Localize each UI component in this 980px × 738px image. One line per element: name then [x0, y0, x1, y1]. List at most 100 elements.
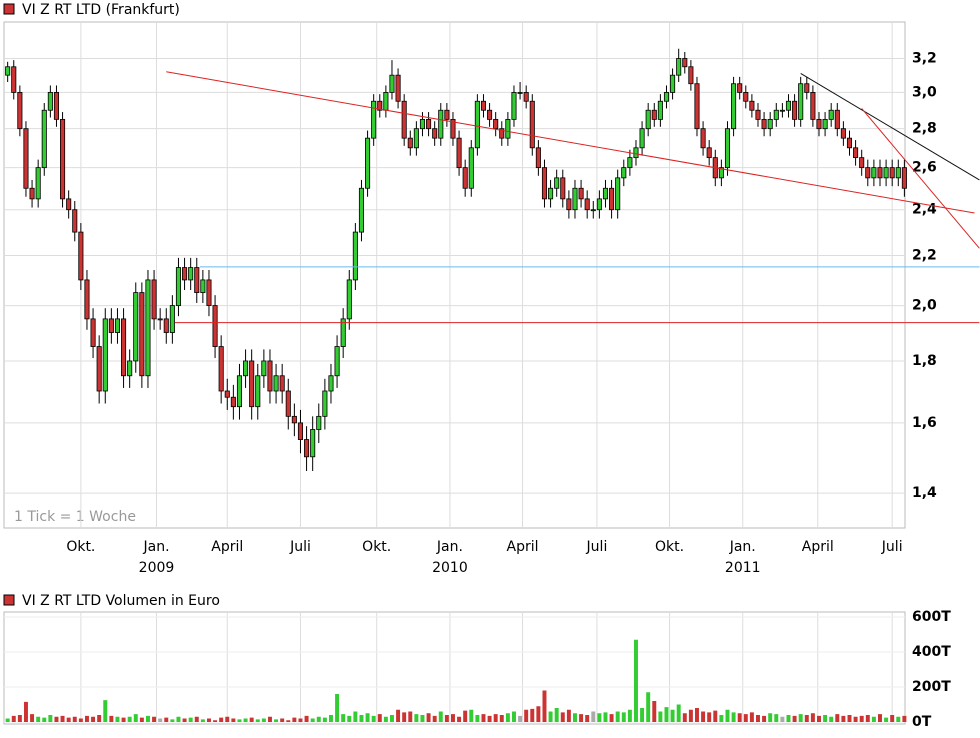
volume-frame — [3, 611, 906, 725]
volume-bar — [36, 716, 41, 722]
volume-bar — [310, 718, 315, 722]
candle-body — [877, 167, 883, 179]
volume-bar — [841, 715, 846, 722]
y-tick-label: 600T — [912, 609, 951, 625]
volume-bar — [188, 717, 193, 722]
volume-bar — [524, 709, 529, 722]
candle-body — [804, 83, 810, 93]
volume-bar — [23, 701, 28, 722]
volume-bar — [194, 716, 199, 722]
volume-bar — [213, 720, 218, 722]
volume-bar — [200, 719, 205, 722]
volume-bar — [225, 716, 230, 722]
volume-bar — [60, 715, 65, 722]
volume-bar — [414, 714, 419, 722]
candle-body — [828, 109, 834, 120]
volume-bar — [621, 712, 626, 722]
candle-body — [560, 177, 566, 200]
volume-bar — [719, 715, 724, 722]
candle-body — [346, 279, 352, 320]
plot-frame — [3, 21, 906, 529]
volume-bar — [835, 714, 840, 722]
candle-body — [249, 360, 255, 408]
volume-bar — [97, 715, 102, 722]
volume-bar — [365, 713, 370, 722]
candle-body — [212, 305, 218, 347]
volume-bar — [633, 639, 638, 722]
candle-body — [554, 177, 560, 189]
y-tick-label: 2,6 — [912, 160, 937, 176]
volume-bar — [487, 715, 492, 722]
volume-bar — [768, 713, 773, 722]
candle-body — [493, 118, 499, 130]
volume-bar — [127, 716, 132, 722]
candle-body — [236, 375, 243, 408]
candle-body — [596, 198, 602, 211]
candle-body — [901, 167, 907, 189]
candle-body — [731, 83, 737, 130]
candle-body — [462, 167, 468, 189]
candle-body — [633, 147, 639, 159]
volume-bar — [579, 714, 584, 722]
volume-bar — [603, 712, 608, 722]
x-tick-label: Jan. — [729, 539, 756, 555]
candle-body — [47, 92, 53, 111]
candle-body — [810, 92, 816, 120]
candle-body — [505, 118, 511, 139]
candle-body — [688, 66, 694, 85]
volume-bar — [444, 715, 449, 722]
volume-bar — [823, 715, 828, 722]
candle-body — [279, 375, 285, 392]
volume-bar — [231, 718, 236, 722]
candle-body — [358, 187, 365, 233]
volume-bar — [652, 701, 657, 722]
candle-body — [53, 92, 59, 120]
candle-body — [859, 157, 865, 169]
volume-bar — [30, 714, 35, 722]
volume-bar — [878, 714, 882, 722]
volume-bar — [615, 711, 620, 722]
x-tick-label: Okt. — [66, 539, 95, 555]
volume-bar — [103, 700, 108, 722]
volume-bar — [597, 713, 602, 722]
candle-body — [285, 390, 291, 417]
candle-body — [206, 279, 212, 306]
volume-bar — [542, 690, 547, 722]
x-tick-label: April — [211, 539, 243, 555]
volume-bar — [286, 720, 291, 722]
year-label: 2009 — [139, 560, 175, 576]
candle-body — [78, 231, 84, 281]
volume-bar — [804, 715, 809, 722]
volume-bar — [304, 715, 309, 722]
candle-body — [621, 167, 627, 179]
candle-body — [383, 92, 389, 111]
volume-bar — [292, 717, 297, 722]
x-tick-label: April — [507, 539, 539, 555]
candle-body — [255, 375, 261, 408]
candle-body — [615, 177, 621, 211]
candle-body — [316, 415, 322, 430]
volume-bar — [896, 716, 901, 722]
volume-bar — [756, 715, 760, 722]
volume-bar — [432, 715, 437, 722]
volume-bar — [341, 714, 346, 722]
volume-bar — [774, 714, 779, 722]
candle-body — [230, 396, 236, 408]
candle-body — [438, 109, 444, 139]
volume-bar — [859, 715, 864, 722]
candle-body — [145, 279, 151, 377]
volume-bar — [469, 709, 474, 722]
volume-bar — [133, 714, 138, 722]
volume-bar — [371, 715, 376, 722]
candle-body — [194, 267, 200, 293]
volume-bar — [701, 711, 706, 722]
candle-body — [175, 267, 182, 306]
volume-bar — [5, 718, 10, 722]
candle-body — [352, 231, 358, 281]
candle-body — [761, 118, 767, 130]
x-tick-label: Jan. — [142, 539, 169, 555]
volume-bar — [48, 715, 53, 722]
volume-title: VI Z RT LTD Volumen in Euro — [22, 593, 220, 609]
candle-body — [541, 167, 548, 200]
volume-bar — [249, 717, 254, 722]
